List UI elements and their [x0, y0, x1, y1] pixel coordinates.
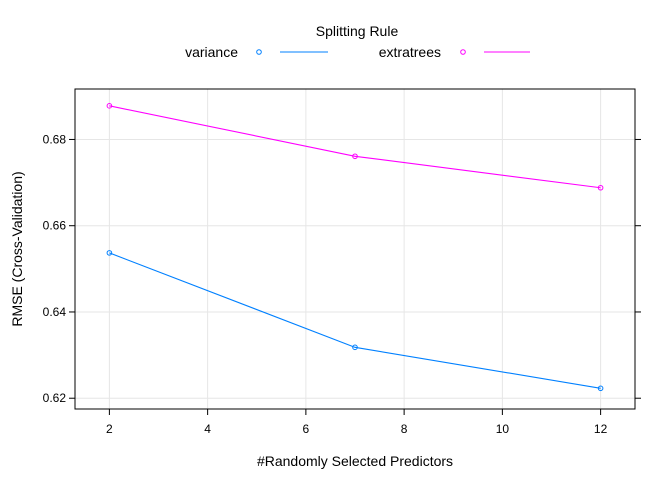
plot-panel: 2 4 6 8 10 12 0.62 0.64 0.66 0.68 — [43, 88, 641, 436]
data-point-variance — [106, 250, 113, 256]
plot-frame — [74, 88, 636, 410]
data-point-extratrees — [352, 153, 358, 160]
y-axis-label: RMSE (Cross-Validation) — [9, 171, 25, 326]
axis-ticks: 2 4 6 8 10 12 0.62 0.64 0.66 0.68 — [43, 132, 641, 436]
series-line-variance — [109, 252, 601, 389]
legend-marker-variance — [256, 49, 262, 55]
series-line-extratrees — [109, 105, 601, 189]
x-tick-label: 12 — [594, 422, 608, 436]
data-point-variance — [352, 344, 358, 351]
y-tick-label: 0.68 — [43, 132, 67, 146]
legend-label-variance: variance — [185, 44, 238, 60]
series-lines — [106, 103, 604, 392]
x-tick-label: 10 — [496, 422, 510, 436]
legend-title: Splitting Rule — [316, 23, 399, 39]
data-point-extratrees — [597, 184, 604, 191]
x-tick-label: 4 — [204, 422, 211, 436]
y-tick-label: 0.66 — [43, 219, 67, 233]
legend-label-extratrees: extratrees — [379, 44, 441, 60]
data-point-variance — [597, 385, 604, 392]
x-axis-label: #Randomly Selected Predictors — [257, 453, 453, 469]
legend: Splitting Rule variance extratrees — [185, 23, 530, 60]
legend-items: variance extratrees — [185, 44, 530, 60]
legend-marker-extratrees — [460, 49, 466, 55]
y-tick-label: 0.64 — [43, 305, 67, 319]
x-tick-label: 6 — [303, 422, 310, 436]
data-point-extratrees — [106, 103, 113, 109]
x-tick-label: 2 — [106, 422, 113, 436]
x-tick-label: 8 — [401, 422, 408, 436]
gridlines — [75, 89, 635, 409]
y-tick-label: 0.62 — [43, 391, 67, 405]
